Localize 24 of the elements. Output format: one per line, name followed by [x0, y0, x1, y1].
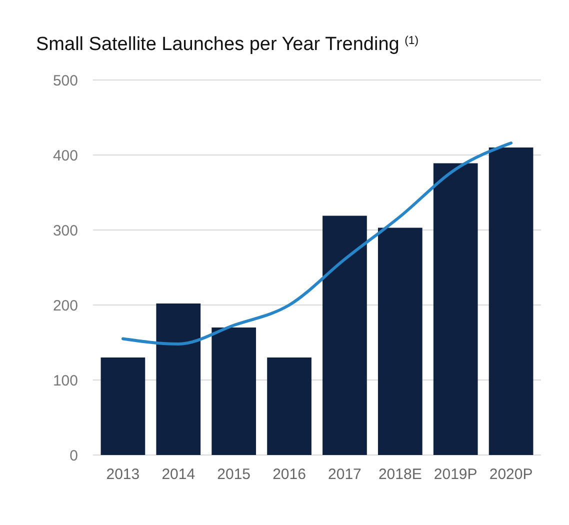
chart-title: Small Satellite Launches per Year Trending $^{(1)}$: [36, 34, 419, 55]
y-tick-label: 200: [52, 297, 78, 314]
y-tick-label: 500: [52, 72, 78, 90]
x-tick-label: 2014: [162, 466, 196, 483]
bar: [378, 228, 422, 455]
bar: [267, 358, 312, 455]
x-tick-label: 2016: [272, 466, 306, 483]
line-series: [121, 142, 513, 346]
bar: [212, 328, 256, 455]
y-tick-label: 400: [52, 147, 78, 164]
x-tick-label: 2020P: [489, 466, 533, 483]
bar: [156, 304, 201, 455]
x-tick-label: 2018E: [378, 466, 422, 483]
x-tick-label: 2017: [328, 466, 362, 483]
y-tick-label: 0: [70, 447, 78, 464]
bar: [433, 163, 478, 455]
bar: [100, 358, 146, 455]
bar: [322, 216, 367, 455]
x-tick-label: 2015: [217, 466, 251, 483]
y-tick-label: 300: [52, 222, 78, 240]
x-tick-label: 2013: [106, 466, 140, 483]
y-tick-label: 100: [52, 372, 78, 390]
bar: [488, 148, 534, 455]
x-tick-label: 2019P: [434, 466, 478, 483]
